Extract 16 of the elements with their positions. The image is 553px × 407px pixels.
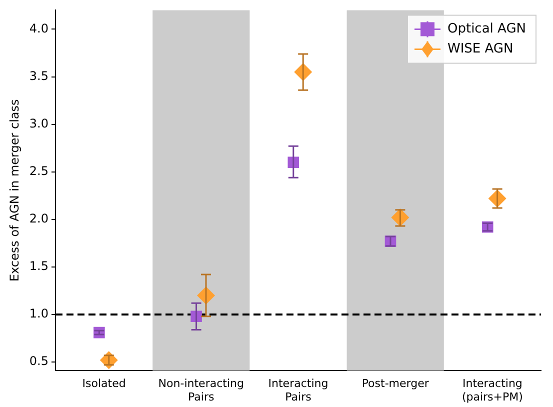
y-tick-label: 1.5 <box>29 259 48 274</box>
x-tick-label: Interacting (pairs+PM) <box>462 377 523 404</box>
y-tick-label: 3.5 <box>29 68 48 83</box>
legend-label: WISE AGN <box>447 42 514 57</box>
legend-label: Optical AGN <box>447 22 526 37</box>
y-tick-label: 2.0 <box>29 212 48 226</box>
x-tick-label: Isolated <box>82 377 126 390</box>
x-tick-label: Post-merger <box>362 377 430 390</box>
x-tick-label: Interacting Pairs <box>268 377 328 404</box>
y-axis-title: Excess of AGN in merger class <box>7 99 22 282</box>
y-tick-label: 4.0 <box>29 21 48 36</box>
y-tick-label: 2.5 <box>29 164 48 178</box>
y-tick-label: 1.0 <box>29 306 48 321</box>
y-tick-label: 3.0 <box>29 116 48 130</box>
x-tick-label: Non-interacting Pairs <box>158 377 244 404</box>
y-tick-label: 0.5 <box>29 354 48 368</box>
